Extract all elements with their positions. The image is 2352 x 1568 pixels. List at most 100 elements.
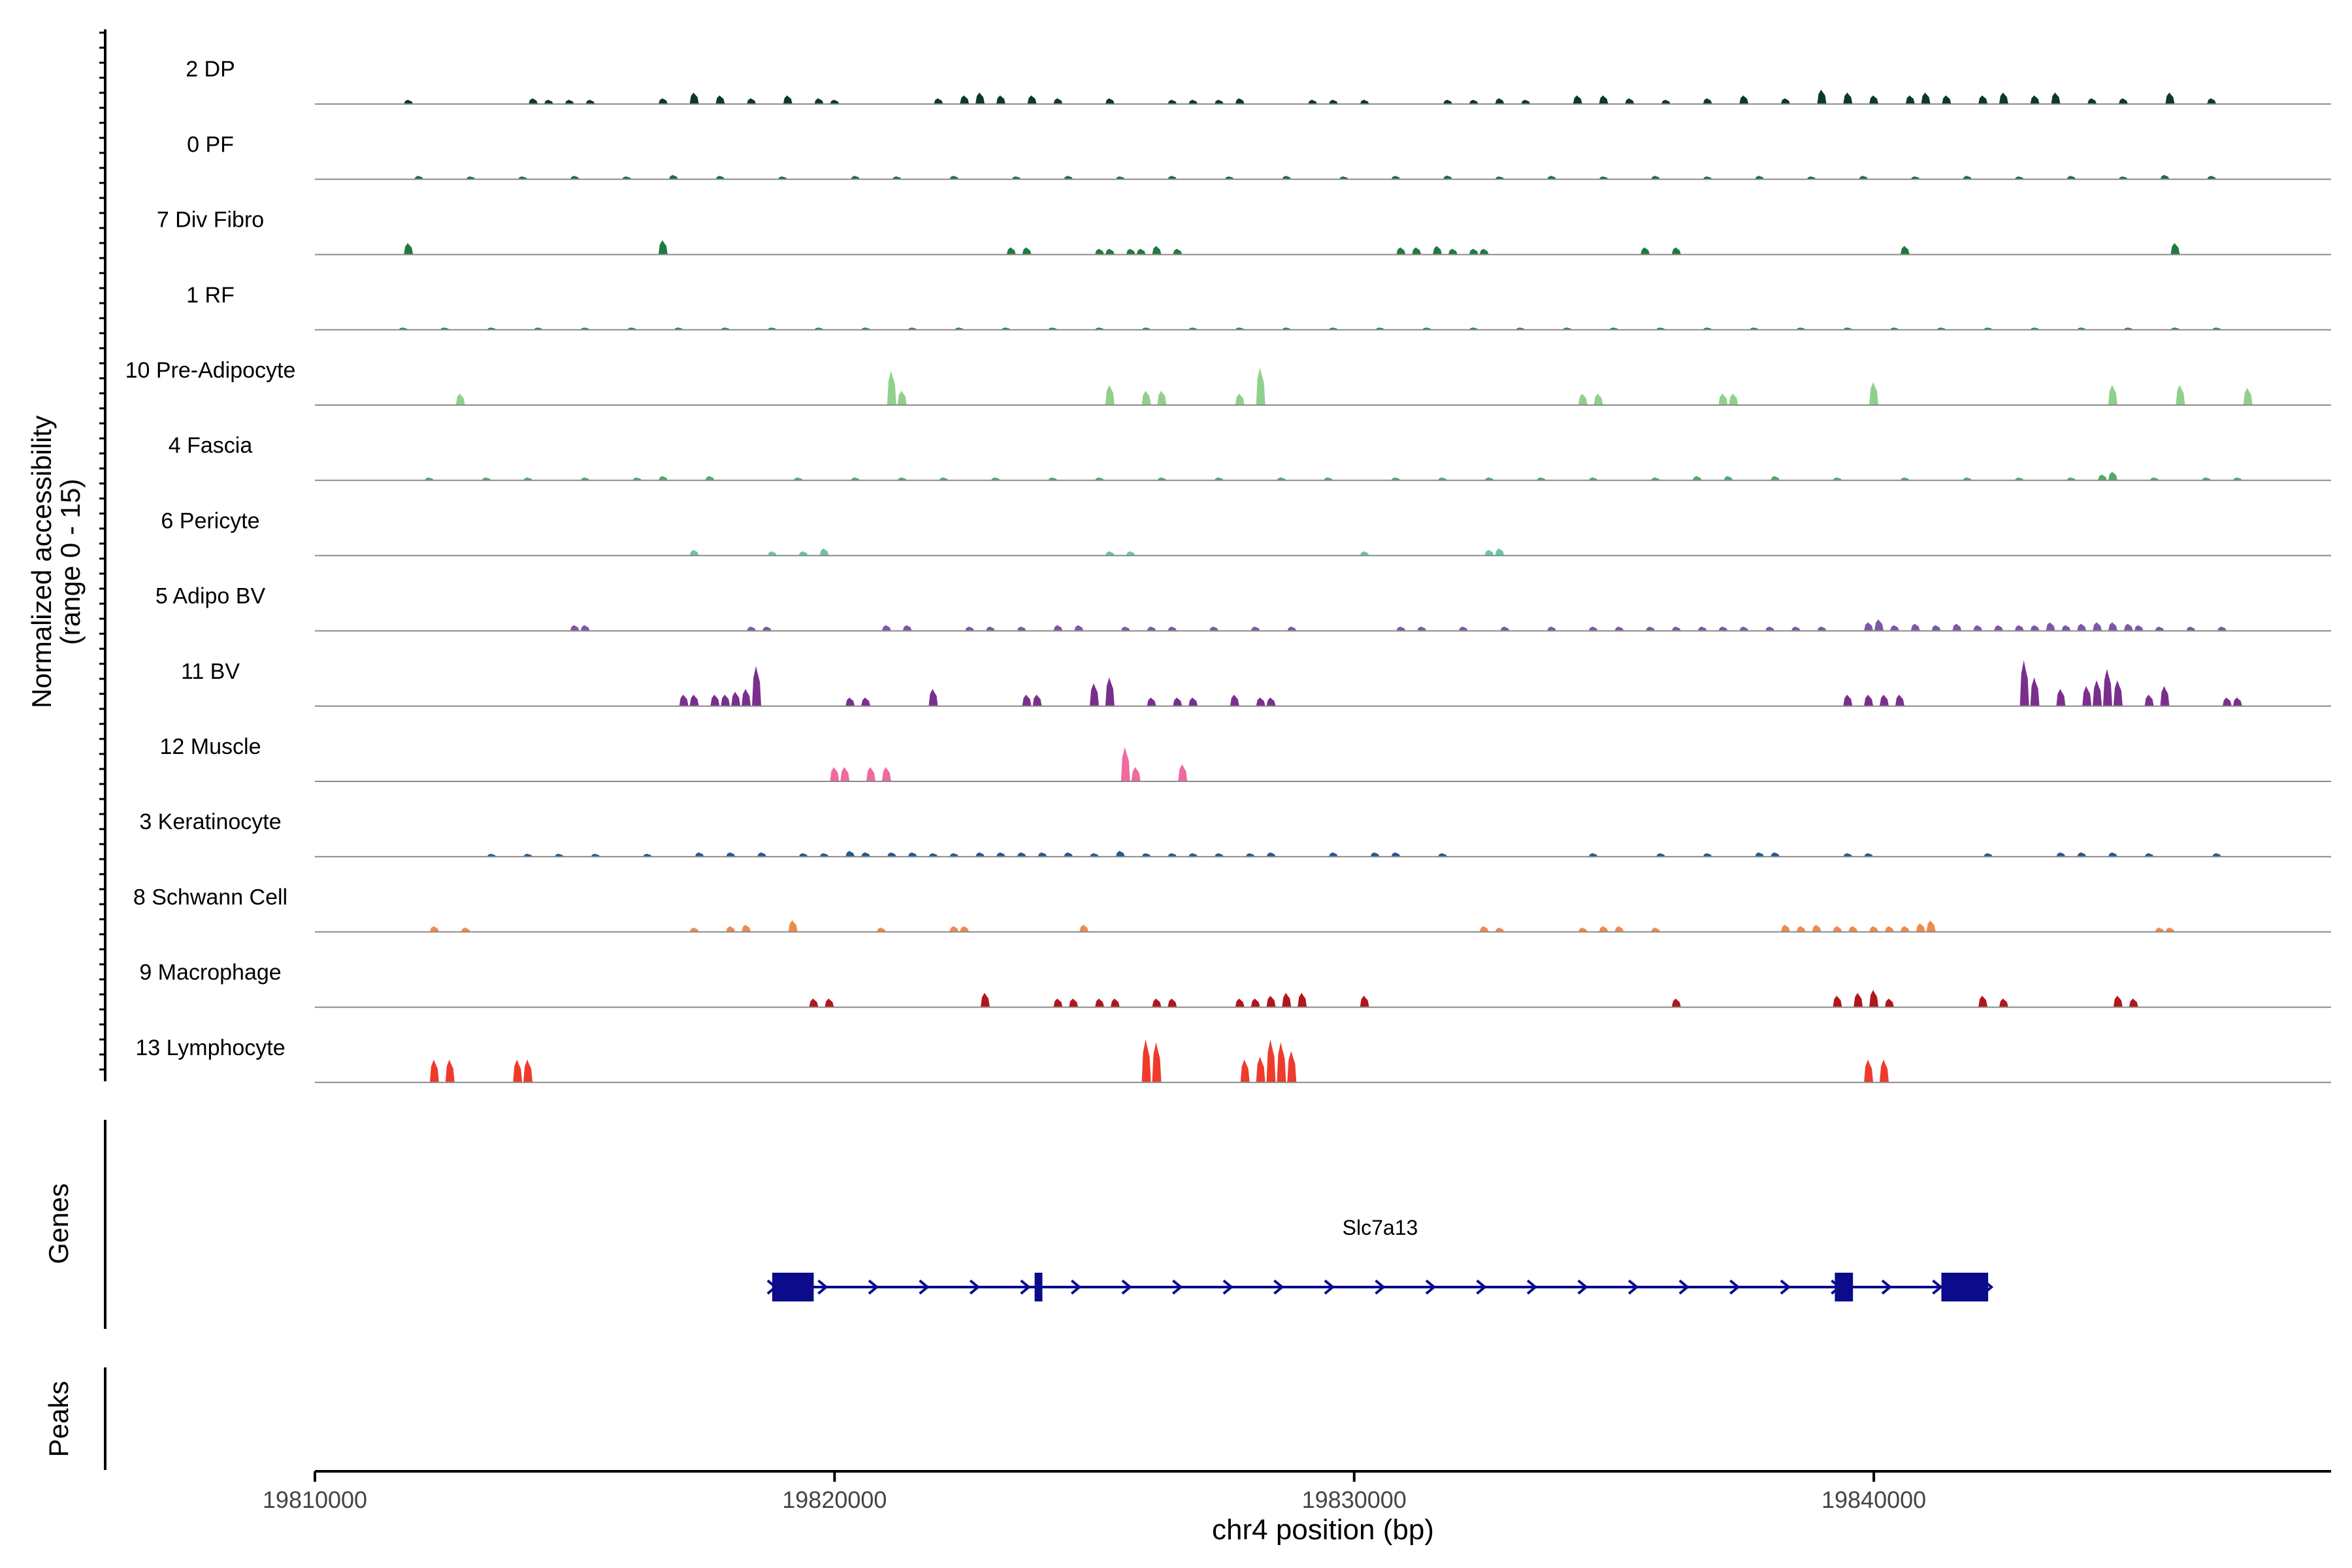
coverage-peak [2113, 996, 2123, 1007]
coverage-peak [1723, 476, 1733, 481]
coverage-peak [1521, 99, 1531, 105]
x-axis: 19810000 19820000 19830000 19840000 chr4 po… [263, 1470, 2331, 1546]
y-axis-label-line2: (range 0 - 15) [55, 479, 86, 645]
coverage-peak [1168, 853, 1177, 857]
coverage-peak [1448, 248, 1458, 255]
coverage-peak [1864, 853, 1874, 857]
coverage-peak [1266, 697, 1276, 706]
coverage-peak [1370, 852, 1380, 857]
coverage-peak [1547, 627, 1556, 631]
x-tick-label: 19810000 [263, 1486, 367, 1513]
coverage-peak [1141, 853, 1151, 857]
track-10-pre-adipocyte: 10 Pre-Adipocyte [125, 358, 2331, 406]
coverage-peak [2061, 625, 2071, 631]
coverage-peak [1437, 853, 1447, 857]
coverage-peak [1869, 990, 1879, 1007]
coverage-peak [1308, 99, 1318, 105]
coverage-peak [881, 767, 891, 781]
coverage-peak [1235, 998, 1245, 1007]
coverage-peak [1978, 95, 1988, 105]
coverage-peak [1495, 176, 1505, 180]
coverage-peak [1433, 246, 1442, 255]
coverage-peak [1703, 853, 1712, 857]
coverage-peak [1817, 627, 1827, 631]
coverage-peak [1328, 852, 1338, 857]
coverage-peak [1755, 176, 1765, 180]
coverage-peak [762, 627, 772, 631]
track-label: 10 Pre-Adipocyte [125, 358, 296, 383]
coverage-peak [1266, 1039, 1276, 1083]
coverage-peak [632, 477, 642, 481]
coverage-peak [1703, 176, 1712, 180]
coverage-peak [887, 852, 896, 857]
strand-arrow [1375, 1279, 1386, 1295]
coverage-peak [1147, 627, 1156, 631]
coverage-peak [1064, 176, 1073, 180]
coverage-peak [1588, 627, 1598, 631]
coverage-peak [1495, 98, 1505, 105]
strand-arrow [1425, 1279, 1437, 1295]
coverage-peak [1277, 1042, 1286, 1083]
coverage-peak [1391, 477, 1401, 481]
peaks-panel-label: Peaks [43, 1381, 74, 1458]
coverage-peak [1224, 176, 1234, 180]
coverage-peak [2019, 660, 2029, 706]
x-tick-label: 19840000 [1821, 1486, 1926, 1513]
coverage-peak [1593, 393, 1603, 405]
track-6-pericyte: 6 Pericyte [161, 508, 2331, 557]
coverage-peak [1864, 1059, 1874, 1083]
coverage-peak [2030, 677, 2040, 706]
coverage-peak [1880, 1059, 1889, 1083]
coverage-peak [1157, 477, 1167, 481]
coverage-peak [1209, 627, 1218, 631]
coverage-peak [2014, 176, 2024, 180]
coverage-peak [570, 176, 580, 180]
coverage-peak [1614, 627, 1624, 631]
coverage-peak [523, 853, 533, 857]
coverage-peak [1651, 927, 1660, 932]
coverage-peak [429, 1059, 439, 1083]
strand-arrow [1780, 1279, 1791, 1295]
coverage-peak [1324, 477, 1333, 481]
coverage-peak [1864, 622, 1874, 631]
coverage-peak [1942, 95, 1952, 105]
coverage-peak [1090, 853, 1099, 857]
coverage-peak [1245, 853, 1255, 857]
coverage-peak [2046, 622, 2055, 631]
coverage-peak [1152, 998, 1162, 1007]
coverage-peak [830, 767, 840, 781]
coverage-peak [2144, 853, 2154, 857]
coverage-peak [1437, 477, 1447, 481]
coverage-peak [1833, 926, 1842, 932]
coverage-peak [1889, 625, 1899, 631]
coverage-peak [529, 98, 538, 105]
coverage-peak [1661, 99, 1671, 105]
track-label: 12 Muscle [160, 734, 261, 759]
coverage-peak [1739, 627, 1749, 631]
coverage-peak [1656, 853, 1665, 857]
coverage-peak [1120, 747, 1130, 781]
coverage-peak [1469, 99, 1478, 105]
coverage-peak [1588, 853, 1598, 857]
coverage-peak [1328, 99, 1338, 105]
coverage-peak [2082, 686, 2092, 706]
coverage-peak [1090, 683, 1099, 706]
coverage-peak [1869, 95, 1879, 105]
coverage-peak [1115, 851, 1125, 857]
coverage-peak [731, 691, 741, 706]
coverage-peak [1256, 697, 1266, 706]
coverage-peak [1926, 920, 1936, 932]
coverage-peak [1791, 627, 1801, 631]
coverage-peak [1064, 852, 1073, 857]
coverage-peak [1250, 998, 1260, 1007]
coverage-peak [1869, 382, 1879, 405]
strand-arrow [1020, 1279, 1031, 1295]
coverage-peak [1931, 625, 1941, 631]
coverage-peak [1864, 694, 1874, 706]
coverage-peak [939, 477, 949, 481]
coverage-peak [1173, 248, 1183, 255]
strand-arrow [969, 1279, 981, 1295]
coverage-peak [2232, 477, 2242, 481]
coverage-peak [404, 243, 414, 255]
